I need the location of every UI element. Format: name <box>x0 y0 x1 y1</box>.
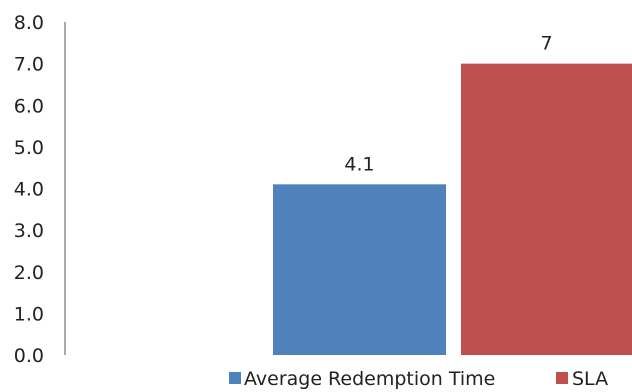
data-label: 4.1 <box>344 153 374 175</box>
legend-label: Average Redemption Time <box>244 368 495 390</box>
y-axis-ticks: 0.0 1.0 2.0 3.0 4.0 5.0 6.0 7.0 8.0 <box>14 12 44 367</box>
bars <box>273 63 632 355</box>
bar-sla <box>461 63 632 355</box>
y-tick-label: 8.0 <box>14 12 44 34</box>
data-labels: 4.17 <box>344 33 552 176</box>
legend-label: SLA <box>572 368 608 390</box>
y-tick-label: 6.0 <box>14 95 44 117</box>
y-tick-label: 1.0 <box>14 303 44 325</box>
y-tick-label: 2.0 <box>14 262 44 284</box>
data-label: 7 <box>540 33 552 55</box>
bar-average-redemption-time <box>273 184 446 355</box>
y-tick-label: 4.0 <box>14 179 44 201</box>
y-tick-label: 5.0 <box>14 137 44 159</box>
y-tick-label: 0.0 <box>14 345 44 367</box>
legend-swatch <box>556 372 568 384</box>
legend: Average Redemption Time SLA <box>229 368 608 390</box>
y-tick-label: 7.0 <box>14 54 44 76</box>
y-tick-label: 3.0 <box>14 220 44 242</box>
legend-swatch <box>229 372 241 384</box>
